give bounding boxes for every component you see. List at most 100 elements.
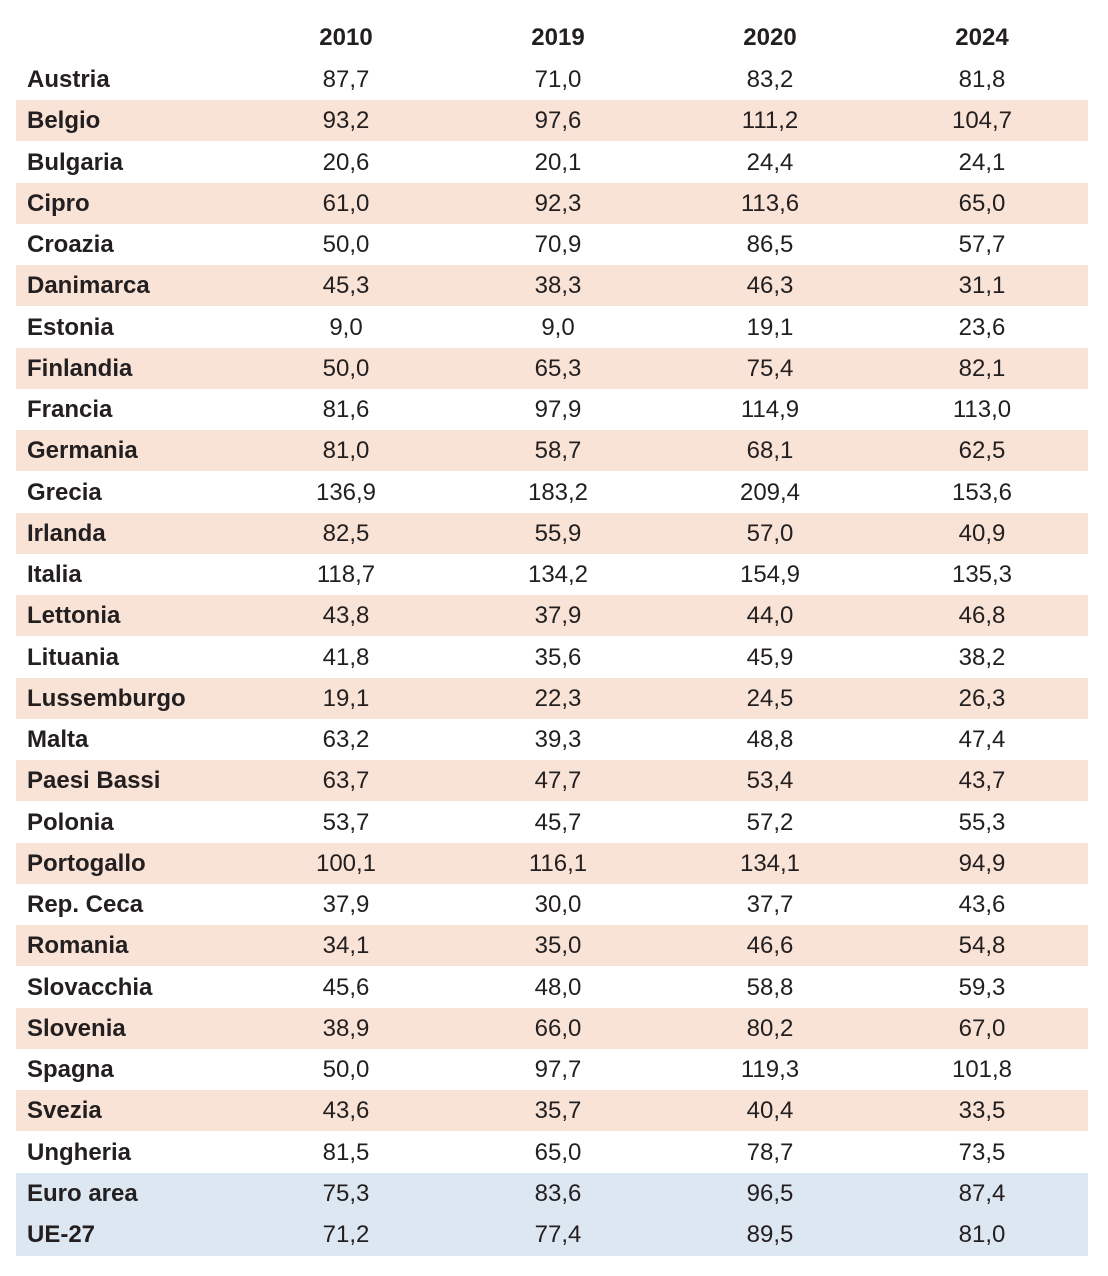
table-cell: 61,0	[322, 189, 370, 217]
table-cell: 97,9	[534, 396, 582, 423]
table-cell: 46,8	[958, 602, 1006, 630]
table-cell: 40,4	[746, 1097, 794, 1125]
table-cell: 19,1	[746, 313, 794, 341]
table-cell: 55,9	[534, 519, 582, 547]
table-cell: 38,3	[534, 272, 582, 300]
table-cell: 114,9	[740, 396, 800, 423]
table-cell: 83,6	[534, 1179, 582, 1207]
row-shading	[16, 1007, 1088, 1049]
table-cell: 43,8	[322, 602, 370, 630]
table-cell: 135,3	[951, 561, 1013, 588]
row-label: Croazia	[27, 231, 114, 258]
table-cell: 75,3	[322, 1179, 370, 1207]
table-cell: 33,5	[958, 1097, 1006, 1125]
table-cell: 57,7	[958, 231, 1006, 258]
row-label: Belgio	[27, 107, 101, 135]
table-cell: 75,4	[746, 354, 794, 382]
table-cell: 41,8	[322, 643, 370, 671]
row-shading	[16, 347, 1088, 389]
table-cell: 37,7	[746, 891, 794, 918]
row-label: Slovacchia	[27, 973, 153, 1001]
table-cell: 43,7	[958, 767, 1006, 795]
table-cell: 58,8	[746, 973, 794, 1001]
table-cell: 81,6	[322, 396, 370, 423]
column-header: 2020	[743, 24, 797, 51]
row-label: Estonia	[27, 313, 114, 341]
row-label: Italia	[27, 561, 82, 588]
row-shading	[16, 1090, 1088, 1132]
table-cell: 50,0	[322, 354, 370, 382]
table-cell: 62,5	[958, 437, 1006, 465]
table-cell: 83,2	[746, 66, 794, 93]
row-label: Polonia	[27, 808, 114, 836]
table-cell: 96,5	[746, 1179, 794, 1207]
table-cell: 43,6	[322, 1097, 370, 1125]
table-cell: 39,3	[534, 726, 582, 753]
table-cell: 78,7	[746, 1138, 794, 1166]
table-cell: 35,6	[534, 643, 582, 671]
row-label: Bulgaria	[27, 148, 124, 176]
row-shading	[16, 925, 1088, 967]
row-label: Austria	[27, 66, 110, 93]
row-shading	[16, 677, 1088, 719]
table-cell: 73,5	[958, 1138, 1006, 1166]
table-cell: 34,1	[322, 932, 370, 960]
table-cell: 23,6	[958, 313, 1006, 341]
table-cell: 9,0	[541, 313, 575, 341]
table-cell: 94,9	[958, 849, 1006, 877]
table-cell: 43,6	[958, 891, 1006, 918]
table-cell: 134,2	[527, 561, 589, 588]
table-cell: 86,5	[746, 231, 794, 258]
table-cell: 81,5	[322, 1138, 370, 1166]
table-cell: 35,0	[534, 932, 582, 960]
row-label: Romania	[27, 932, 129, 960]
table-cell: 68,1	[746, 437, 794, 465]
table-cell: 47,7	[534, 767, 582, 795]
row-shading	[16, 265, 1088, 307]
row-label: Rep. Ceca	[27, 891, 144, 918]
table-cell: 118,7	[316, 561, 376, 588]
table-cell: 119,3	[740, 1056, 800, 1083]
row-label: UE-27	[27, 1221, 96, 1248]
table-cell: 154,9	[739, 561, 801, 588]
table-cell: 92,3	[534, 189, 582, 217]
table-cell: 45,6	[322, 973, 370, 1001]
table-cell: 31,1	[958, 272, 1006, 300]
table-cell: 38,9	[322, 1014, 370, 1042]
table-cell: 63,7	[322, 767, 370, 795]
table-cell: 19,1	[322, 684, 370, 712]
row-shading	[16, 842, 1088, 884]
row-label: Portogallo	[27, 849, 146, 877]
table-cell: 57,2	[746, 808, 794, 836]
table-cell: 46,3	[746, 272, 794, 300]
row-label: Germania	[27, 437, 138, 465]
row-label: Francia	[27, 396, 113, 423]
row-label: Ungheria	[27, 1138, 132, 1166]
table-cell: 48,0	[534, 973, 582, 1001]
table-cell: 9,0	[329, 313, 363, 341]
table-cell: 209,4	[739, 478, 801, 506]
table-cell: 87,4	[958, 1179, 1006, 1207]
table-cell: 53,4	[746, 767, 794, 795]
table-cell: 45,9	[746, 643, 794, 671]
table-cell: 54,8	[958, 932, 1006, 960]
row-label: Malta	[27, 726, 89, 753]
table-cell: 55,3	[958, 808, 1006, 836]
table-cell: 37,9	[322, 891, 370, 918]
row-label: Svezia	[27, 1097, 102, 1125]
row-shading	[16, 760, 1088, 802]
table-cell: 26,3	[958, 684, 1006, 712]
column-header: 2024	[955, 24, 1009, 51]
row-label: Danimarca	[27, 272, 150, 300]
table-cell: 65,0	[958, 189, 1006, 217]
table-cell: 134,1	[739, 849, 801, 877]
table-cell: 47,4	[958, 726, 1006, 753]
row-shading	[16, 512, 1088, 554]
table-cell: 104,7	[951, 107, 1013, 135]
table-cell: 38,2	[958, 643, 1006, 671]
table-cell: 50,0	[322, 1056, 370, 1083]
table-cell: 70,9	[534, 231, 582, 258]
table-cell: 53,7	[322, 808, 370, 836]
table-cell: 66,0	[534, 1014, 582, 1042]
